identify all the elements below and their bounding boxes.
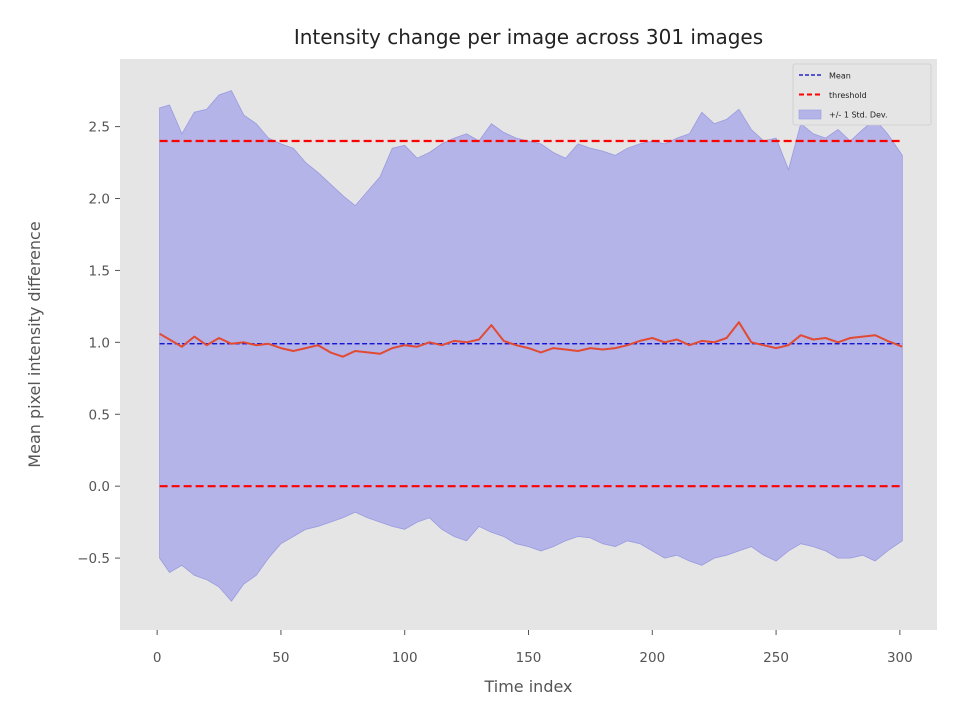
- y-tick-label: 1.5: [89, 263, 110, 279]
- x-tick-label: 300: [887, 650, 913, 666]
- x-axis-ticks: 0 50 100 150 200 250 300: [153, 630, 913, 666]
- x-tick-label: 50: [272, 650, 289, 666]
- legend-label: Mean: [829, 72, 851, 81]
- chart-title: Intensity change per image across 301 im…: [294, 25, 763, 49]
- intensity-line: [159, 321, 903, 358]
- y-tick-label: −0.5: [77, 551, 110, 567]
- y-tick-label: 0.5: [89, 407, 110, 423]
- y-axis-ticks: −0.5 0.0 0.5 1.0 1.5 2.0 2.5: [77, 120, 120, 567]
- series-layer: [159, 321, 903, 358]
- legend: Mean threshold +/- 1 Std. Dev.: [792, 63, 932, 126]
- std-dev-band-layer: [159, 90, 903, 602]
- legend-box: [792, 63, 932, 126]
- y-axis-label: Mean pixel intensity difference: [25, 221, 44, 467]
- y-tick-label: 0.0: [89, 479, 110, 495]
- legend-swatch-std-dev: [798, 109, 822, 120]
- x-tick-label: 150: [516, 650, 542, 666]
- std-dev-band: [159, 90, 903, 602]
- legend-label: +/- 1 Std. Dev.: [829, 111, 888, 120]
- x-tick-label: 0: [153, 650, 162, 666]
- x-tick-label: 200: [639, 650, 665, 666]
- y-tick-label: 2.5: [89, 120, 110, 136]
- x-axis-label: Time index: [483, 677, 572, 696]
- x-tick-label: 250: [763, 650, 789, 666]
- y-tick-label: 2.0: [89, 192, 110, 208]
- y-tick-label: 1.0: [89, 335, 110, 351]
- x-tick-label: 100: [392, 650, 418, 666]
- threshold-layer: [159, 139, 903, 488]
- legend-label: threshold: [829, 91, 867, 100]
